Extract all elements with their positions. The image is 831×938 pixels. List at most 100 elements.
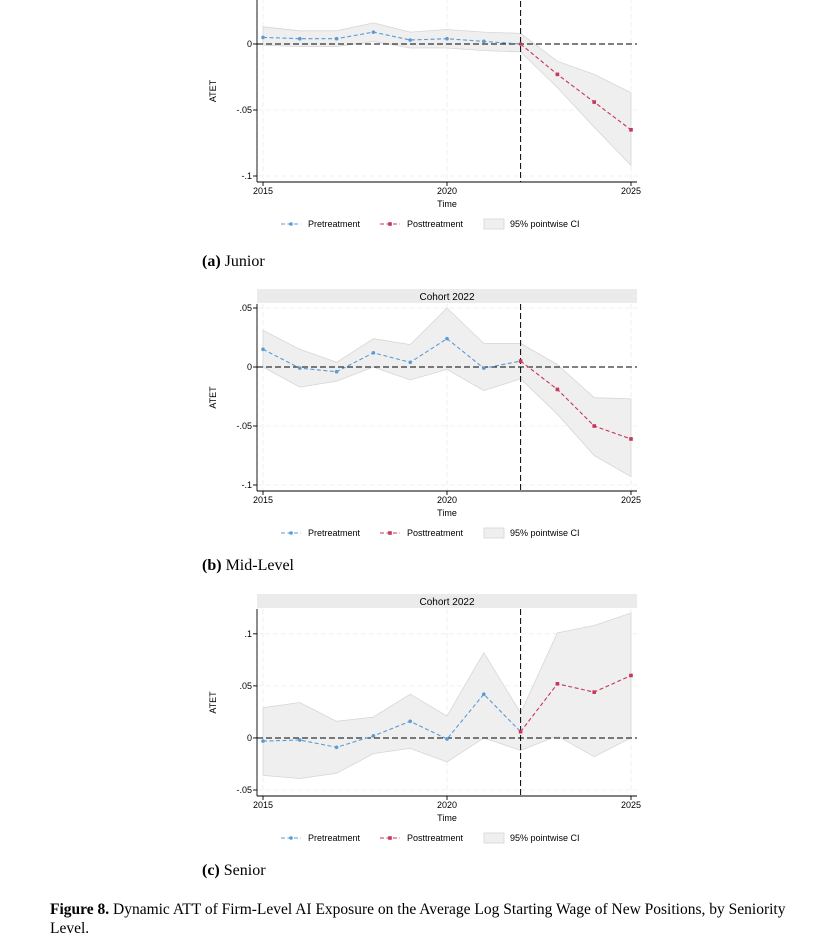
- ci-band: [262, 307, 632, 478]
- data-point: [445, 737, 449, 741]
- x-tick-label: 2020: [437, 186, 457, 196]
- data-point: [555, 682, 560, 686]
- caption-mid-level-letter: (b): [202, 557, 222, 574]
- pretreatment-line: [262, 338, 521, 373]
- data-point: [334, 36, 339, 41]
- y-axis-title: ATET: [208, 691, 218, 714]
- cohort-header: [257, 594, 637, 608]
- y-tick-label: .05: [239, 681, 252, 691]
- data-point: [629, 128, 633, 132]
- x-axis-title: Time: [437, 813, 457, 823]
- data-point: [334, 745, 339, 750]
- chart-mid-level: Cohort 2022 -.1 -.05 0 .05 2015 2020 2025 Time AT…: [208, 289, 641, 539]
- chart-junior: -.1-.050.05201520202025TimeATETPretreatm…: [208, 0, 641, 230]
- y-tick-label: .05: [239, 303, 252, 313]
- pretreatment-line: [262, 31, 521, 45]
- y-tick-label: 0: [247, 362, 252, 372]
- data-point: [518, 729, 523, 734]
- x-tick-label: 2025: [621, 186, 641, 196]
- y-tick-label: -.1: [241, 480, 252, 490]
- caption-senior-text: Senior: [223, 862, 266, 879]
- data-point: [261, 347, 265, 352]
- figure-caption: Figure 8. Dynamic ATT of Firm-Level AI E…: [50, 900, 820, 938]
- cohort-label: Cohort 2022: [419, 292, 474, 303]
- legend-pre-label: Pretreatment: [308, 528, 361, 538]
- data-point: [592, 424, 596, 428]
- caption-junior: (a) Junior: [202, 253, 265, 271]
- x-axis-title: Time: [437, 199, 457, 209]
- x-tick-label: 2020: [437, 495, 457, 505]
- caption-junior-text: Junior: [224, 253, 265, 270]
- cohort-label: Cohort 2022: [419, 597, 474, 608]
- y-tick-label: -.05: [236, 105, 252, 115]
- y-tick-label: -.1: [241, 171, 252, 181]
- data-point: [371, 351, 376, 355]
- legend-ci-label: 95% pointwise CI: [510, 528, 580, 538]
- data-point: [298, 738, 302, 742]
- data-point: [408, 38, 413, 42]
- y-axis-title: ATET: [208, 386, 218, 409]
- legend-ci-label: 95% pointwise CI: [510, 833, 580, 843]
- data-point: [408, 360, 413, 365]
- y-axis-title: ATET: [208, 79, 218, 102]
- caption-mid-level-text: Mid-Level: [225, 557, 294, 574]
- data-point: [482, 692, 486, 697]
- caption-senior-letter: (c): [202, 862, 220, 879]
- y-tick-label: 0: [247, 733, 252, 743]
- legend-pre-label: Pretreatment: [308, 219, 361, 229]
- x-tick-label: 2025: [621, 800, 641, 810]
- legend-ci-swatch: [483, 218, 505, 230]
- figure-caption-label: Figure 8.: [50, 901, 110, 918]
- legend-post-label: Posttreatment: [407, 833, 464, 843]
- legend-pre-marker: [289, 836, 293, 840]
- caption-senior: (c) Senior: [202, 862, 266, 880]
- caption-mid-level: (b) Mid-Level: [202, 557, 294, 575]
- x-tick-label: 2020: [437, 800, 457, 810]
- data-point: [298, 366, 302, 370]
- legend-ci-swatch: [483, 527, 505, 539]
- legend-ci-label: 95% pointwise CI: [510, 219, 580, 229]
- data-point: [629, 437, 633, 441]
- legend-post-marker: [388, 836, 392, 840]
- data-point: [261, 739, 265, 743]
- caption-junior-letter: (a): [202, 253, 221, 270]
- legend-pre-marker: [289, 222, 293, 226]
- x-axis-title: Time: [437, 508, 457, 518]
- legend-pre-label: Pretreatment: [308, 833, 361, 843]
- data-point: [371, 734, 376, 738]
- figure-caption-text: Dynamic ATT of Firm-Level AI Exposure on…: [50, 901, 786, 937]
- legend-pre-marker: [289, 531, 293, 535]
- data-point: [298, 36, 302, 41]
- pretreatment-line: [262, 693, 521, 748]
- data-point: [371, 30, 376, 34]
- data-point: [518, 42, 523, 46]
- posttreatment-line: [520, 674, 632, 733]
- legend-post-marker: [388, 222, 392, 226]
- cohort-header: [257, 289, 637, 303]
- y-tick-label: 0: [247, 39, 252, 49]
- data-point: [261, 35, 265, 40]
- posttreatment-line: [520, 360, 632, 440]
- x-tick-label: 2025: [621, 495, 641, 505]
- data-point: [482, 39, 486, 44]
- legend-post-label: Posttreatment: [407, 528, 464, 538]
- data-point: [555, 387, 560, 392]
- legend-post-label: Posttreatment: [407, 219, 464, 229]
- data-point: [629, 673, 633, 678]
- data-point: [408, 719, 413, 724]
- data-point: [592, 690, 596, 694]
- chart-senior: Cohort 2022 -.05 0 .05 .1 2015 2020 2025 Time ATE…: [208, 594, 641, 844]
- y-tick-label: .1: [244, 629, 252, 639]
- data-point: [334, 369, 339, 374]
- data-point: [592, 100, 596, 104]
- data-point: [445, 336, 449, 341]
- data-point: [518, 359, 523, 363]
- x-tick-label: 2015: [253, 186, 273, 196]
- data-point: [555, 72, 560, 77]
- legend-ci-swatch: [483, 832, 505, 844]
- data-point: [482, 366, 486, 370]
- data-point: [445, 36, 449, 41]
- legend-post-marker: [388, 531, 392, 535]
- x-tick-label: 2015: [253, 495, 273, 505]
- y-tick-label: -.05: [236, 785, 252, 795]
